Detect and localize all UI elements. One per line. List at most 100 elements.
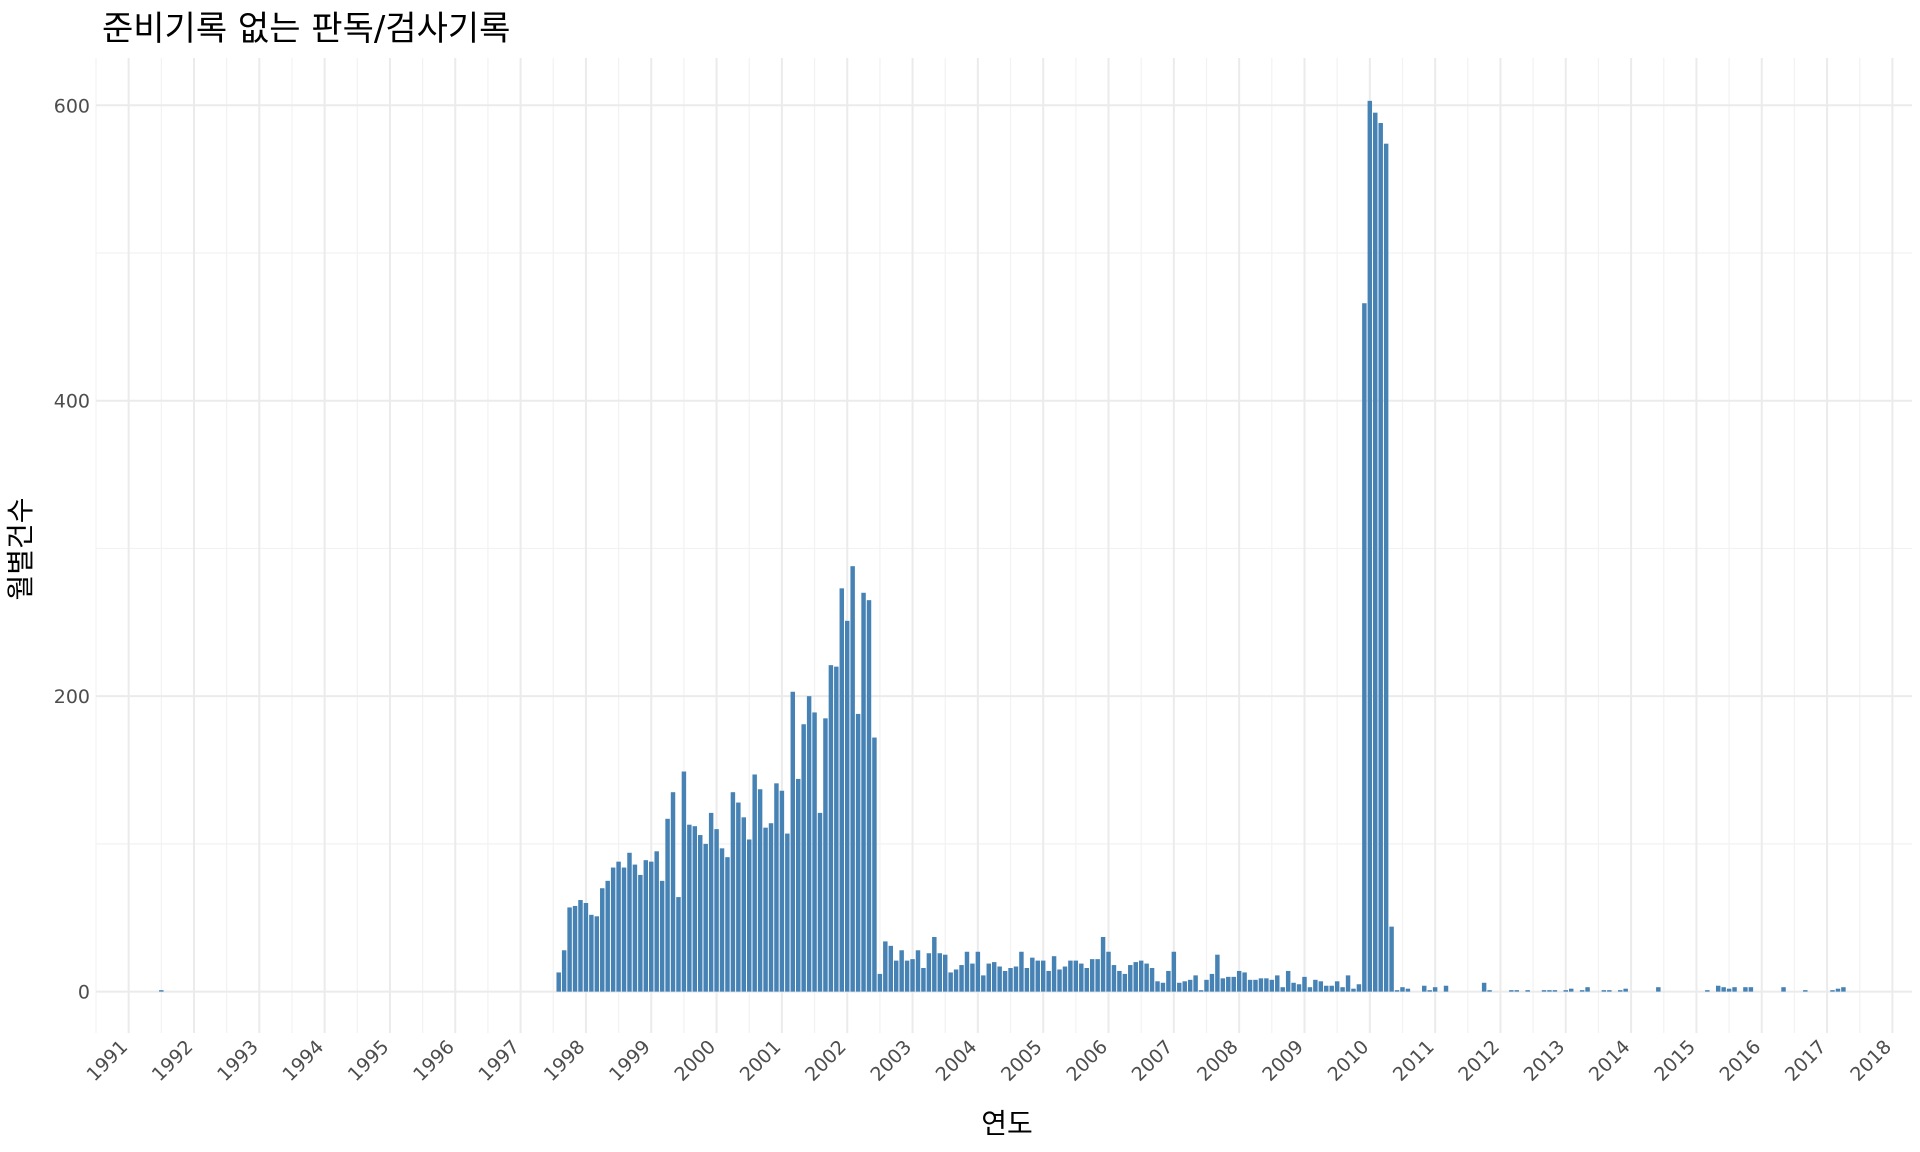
bar [1743,987,1748,992]
x-tick-label: 1996 [409,1036,459,1086]
bar [708,812,714,992]
bar [774,783,779,992]
bar [1204,979,1209,992]
bar [1563,990,1569,992]
bar [1525,990,1530,992]
bar [1835,988,1841,992]
bar [1841,987,1846,992]
bar [1830,990,1835,992]
bar [1160,982,1166,992]
x-tick-label: 2017 [1781,1036,1831,1086]
bar [1432,987,1438,992]
bar [1209,973,1215,992]
bar [594,916,600,992]
x-tick-label: 1999 [605,1036,655,1086]
bar [681,771,687,992]
bar [926,953,932,992]
bar [1040,960,1046,992]
bar [828,665,834,992]
bar [893,960,899,992]
x-tick-label: 2002 [801,1036,851,1086]
bar [1340,987,1345,992]
bar [1008,968,1013,992]
bar [567,907,572,992]
bar [1198,990,1204,992]
x-tick-label: 1991 [82,1036,132,1086]
bar [1247,979,1253,992]
y-tick-label: 0 [78,982,90,1004]
bar [970,963,975,992]
bar [1623,988,1628,992]
bar [561,950,567,992]
bar [1051,956,1057,992]
bar [1585,987,1590,992]
bar [1422,985,1427,992]
bar [1405,988,1411,992]
x-tick-label: 2005 [997,1036,1047,1086]
bar [1220,978,1226,992]
bar [1345,975,1351,992]
y-axis-ticks: 0 200 400 600 [54,95,90,1003]
bar [649,861,654,992]
bar [1275,975,1280,992]
bar [1394,990,1400,992]
bar [1547,990,1552,992]
bar [1569,988,1574,992]
bar [883,941,888,992]
x-tick-label: 2015 [1650,1036,1700,1086]
bar [796,778,801,992]
bar [159,990,164,992]
bar [1285,970,1291,992]
bar [1389,926,1394,992]
bar [1291,982,1296,992]
bar [1362,303,1367,992]
bar [981,975,986,992]
bar [855,713,861,992]
bar [1073,960,1079,992]
bar [1155,981,1160,992]
bar [1258,978,1264,992]
x-tick-label: 2006 [1062,1036,1112,1086]
bar [659,880,665,992]
bar [627,852,632,992]
bar [1514,990,1520,992]
bar [1481,982,1487,992]
bar [621,867,627,992]
bar [1253,979,1258,992]
bar [1302,976,1307,992]
x-tick-label: 2010 [1324,1036,1374,1086]
bar [942,954,948,992]
x-tick-label: 2008 [1193,1036,1243,1086]
bar [790,691,796,992]
bar [692,826,698,992]
bar [932,936,937,992]
bar [1313,979,1318,992]
bar [578,900,583,992]
bar [959,965,964,992]
bar [643,860,649,992]
bar [1748,987,1754,992]
bar [1187,979,1193,992]
bar [1095,959,1100,992]
bar [757,789,763,992]
bar [600,888,605,992]
bar [823,718,828,992]
y-tick-label: 200 [54,686,90,708]
bar [572,905,578,992]
x-tick-label: 2000 [670,1036,720,1086]
bar [1117,970,1122,992]
bar [785,833,790,992]
bar [1373,112,1378,992]
bars [159,100,1846,992]
bar [1721,987,1726,992]
bar [1236,970,1242,992]
bar [1329,985,1334,992]
bar [812,712,817,992]
bar [670,792,676,992]
bar [1089,959,1095,992]
bar [1062,966,1068,992]
bar [1100,936,1106,992]
bar [1705,990,1710,992]
x-tick-label: 2001 [736,1036,786,1086]
